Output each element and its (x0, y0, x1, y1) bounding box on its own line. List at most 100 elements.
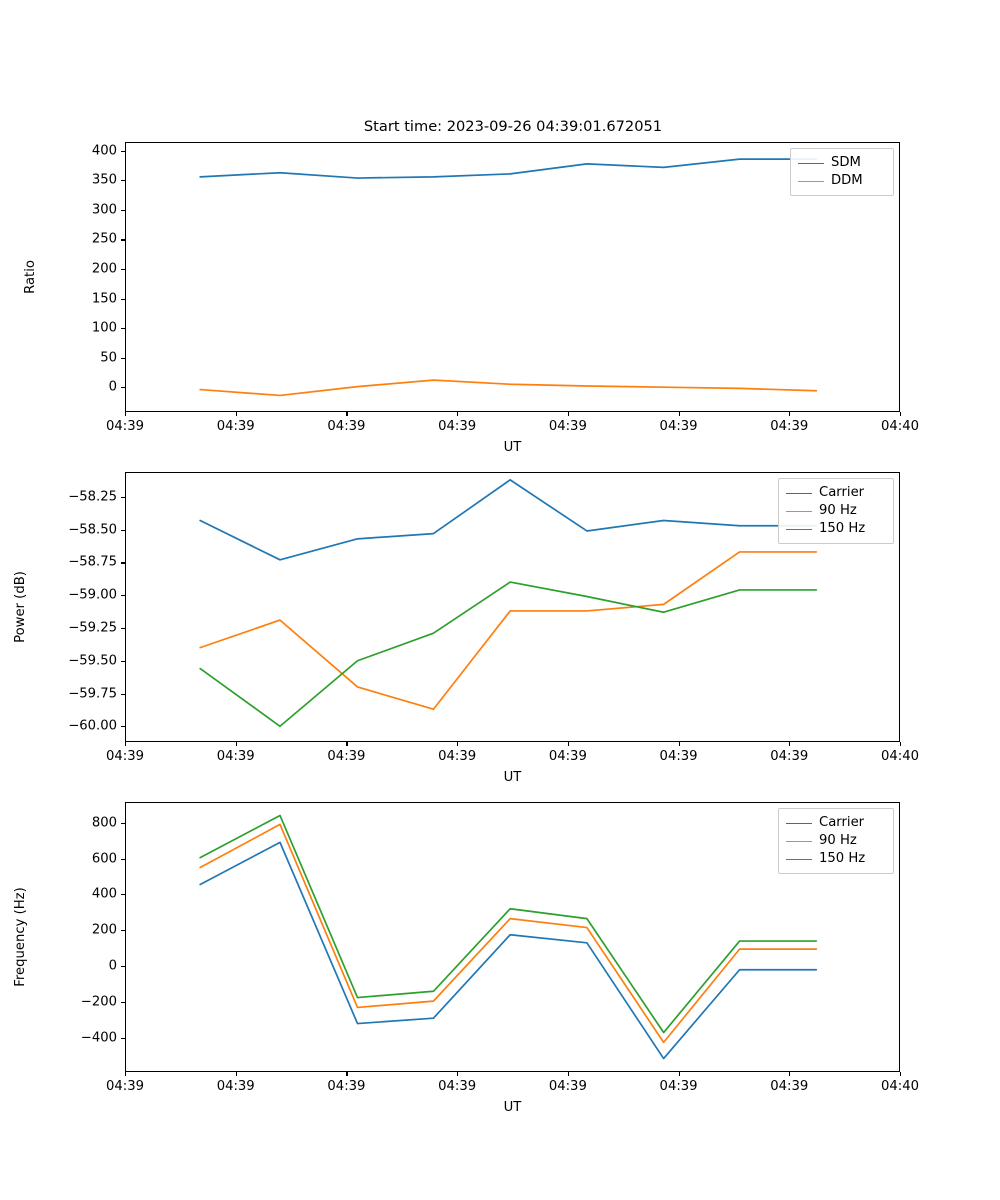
y-tick-mark (121, 595, 125, 597)
y-tick-mark (121, 858, 125, 860)
x-tick-label: 04:39 (659, 419, 698, 434)
legend[interactable]: SDM DDM (790, 148, 894, 196)
x-tick-label: 04:40 (880, 749, 920, 764)
y-tick-mark (121, 150, 125, 152)
x-tick-label: 04:39 (770, 1079, 809, 1094)
x-tick-mark (678, 742, 680, 746)
x-axis-label: UT (503, 770, 522, 785)
x-tick-label: 04:39 (438, 419, 477, 434)
x-tick-mark (457, 1072, 459, 1076)
x-tick-label: 04:39 (659, 1079, 698, 1094)
x-tick-label: 04:40 (880, 419, 920, 434)
x-tick-mark (457, 742, 459, 746)
y-tick-mark (121, 660, 125, 662)
legend-item[interactable]: 150 Hz (786, 850, 886, 868)
legend-item[interactable]: Carrier (786, 814, 886, 832)
x-tick-mark (567, 412, 569, 416)
figure-title: Start time: 2023-09-26 04:39:01.672051 (363, 118, 663, 135)
y-tick-label: 0 (108, 958, 117, 974)
legend-item[interactable]: 90 Hz (786, 502, 886, 520)
x-tick-mark (346, 1072, 348, 1076)
x-tick-mark (235, 412, 237, 416)
y-tick-label: −59.00 (68, 587, 117, 603)
x-axis-label: UT (503, 1100, 522, 1115)
y-tick-label: 50 (100, 350, 117, 366)
y-tick-label: −59.25 (68, 620, 117, 636)
x-axis-label: UT (503, 440, 522, 455)
y-tick-mark (121, 1002, 125, 1004)
legend-label: 90 Hz (819, 503, 857, 519)
x-tick-mark (346, 742, 348, 746)
y-tick-mark (121, 693, 125, 695)
legend-line-swatch (786, 858, 812, 860)
legend-item[interactable]: SDM (798, 154, 886, 172)
series-line-90-hz (199, 823, 818, 1044)
legend-item[interactable]: 90 Hz (786, 832, 886, 850)
legend-label: 90 Hz (819, 833, 857, 849)
y-tick-label: −58.50 (68, 522, 117, 538)
legend[interactable]: Carrier 90 Hz 150 Hz (778, 808, 894, 874)
y-tick-label: 200 (91, 922, 117, 938)
y-tick-mark (121, 894, 125, 896)
y-tick-label: −400 (80, 1030, 117, 1046)
x-tick-mark (125, 412, 127, 416)
y-tick-mark (121, 562, 125, 564)
legend-line-swatch (786, 492, 812, 494)
x-tick-label: 04:39 (327, 419, 366, 434)
y-tick-label: 800 (91, 815, 117, 831)
x-tick-label: 04:39 (105, 1079, 145, 1094)
plot-area (125, 802, 900, 1072)
legend-line-swatch (798, 180, 824, 182)
y-tick-mark (121, 627, 125, 630)
y-tick-mark (121, 180, 125, 182)
x-tick-label: 04:39 (548, 1079, 587, 1094)
legend-item[interactable]: Carrier (786, 484, 886, 502)
x-tick-mark (125, 1072, 127, 1076)
y-tick-mark (121, 328, 125, 330)
y-tick-mark (121, 496, 125, 498)
x-tick-mark (457, 412, 459, 416)
legend-line-swatch (786, 528, 812, 530)
y-tick-label: −60.00 (68, 718, 117, 734)
legend-label: Carrier (819, 815, 865, 831)
legend-line-swatch (798, 162, 824, 164)
legend-item[interactable]: DDM (798, 172, 886, 190)
x-tick-mark (567, 1072, 569, 1076)
y-tick-mark (121, 930, 125, 932)
y-tick-mark (121, 298, 125, 300)
x-tick-label: 04:39 (770, 419, 809, 434)
legend-line-swatch (786, 840, 812, 842)
x-tick-mark (235, 742, 237, 746)
y-tick-label: −58.75 (68, 554, 117, 570)
x-tick-label: 04:39 (327, 749, 366, 764)
y-tick-label: −58.25 (68, 489, 117, 505)
legend-line-swatch (786, 822, 812, 824)
x-tick-mark (346, 412, 348, 416)
y-tick-mark (121, 387, 125, 389)
y-tick-label: 400 (91, 886, 117, 902)
x-tick-label: 04:39 (216, 749, 255, 764)
series-line-150-hz (199, 581, 818, 728)
series-line-ddm (199, 379, 818, 397)
series-line-sdm (199, 158, 818, 179)
legend[interactable]: Carrier 90 Hz 150 Hz (778, 478, 894, 544)
x-tick-mark (235, 1072, 237, 1076)
x-tick-label: 04:39 (438, 1079, 477, 1094)
legend-item[interactable]: 150 Hz (786, 520, 886, 538)
x-tick-label: 04:39 (105, 419, 145, 434)
y-tick-label: 150 (91, 291, 117, 307)
legend-label: 150 Hz (819, 851, 866, 867)
y-tick-mark (121, 529, 125, 531)
series-line-carrier (199, 479, 818, 561)
y-tick-label: 400 (91, 143, 117, 159)
y-tick-mark (121, 966, 125, 968)
y-tick-mark (121, 269, 125, 271)
x-tick-label: 04:39 (216, 1079, 255, 1094)
x-tick-mark (678, 1072, 680, 1076)
x-tick-label: 04:39 (770, 749, 809, 764)
series-line-90-hz (199, 551, 818, 711)
series-line-carrier (199, 841, 818, 1060)
y-tick-label: 100 (91, 320, 117, 336)
